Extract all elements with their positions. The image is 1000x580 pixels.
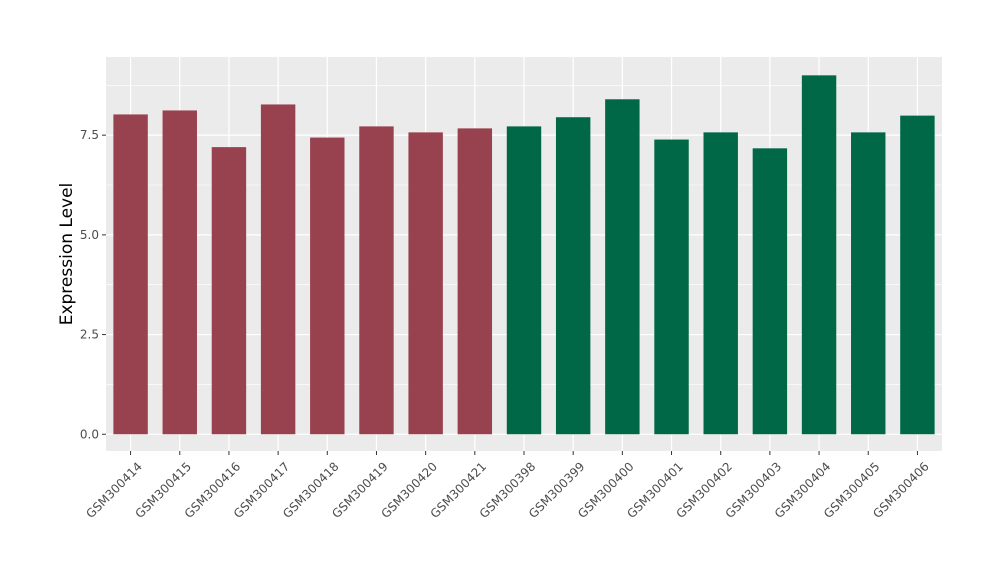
bar xyxy=(211,147,247,435)
bars xyxy=(113,75,935,435)
bar xyxy=(851,132,886,435)
bar xyxy=(506,126,542,435)
y-axis: 0.0 2.5 5.0 7.5 xyxy=(80,128,106,441)
x-axis: GSM300414GSM300415GSM300416GSM300417GSM3… xyxy=(83,451,932,521)
y-tick-label: 2.5 xyxy=(80,328,99,342)
bar xyxy=(752,148,788,435)
y-tick-label: 7.5 xyxy=(80,128,99,142)
bar xyxy=(408,132,443,435)
y-tick-label: 5.0 xyxy=(80,228,99,242)
bar xyxy=(654,139,689,435)
bar xyxy=(605,99,640,435)
bar xyxy=(359,126,394,435)
bar xyxy=(260,104,296,435)
bar xyxy=(555,117,591,435)
y-tick-label: 0.0 xyxy=(80,427,99,441)
bar xyxy=(703,132,738,435)
bar xyxy=(801,75,837,435)
y-axis-title: Expression Level xyxy=(57,183,77,326)
bar xyxy=(900,115,935,435)
bar xyxy=(457,128,493,435)
bar xyxy=(162,110,197,435)
bar xyxy=(310,137,345,435)
bar xyxy=(113,114,148,435)
